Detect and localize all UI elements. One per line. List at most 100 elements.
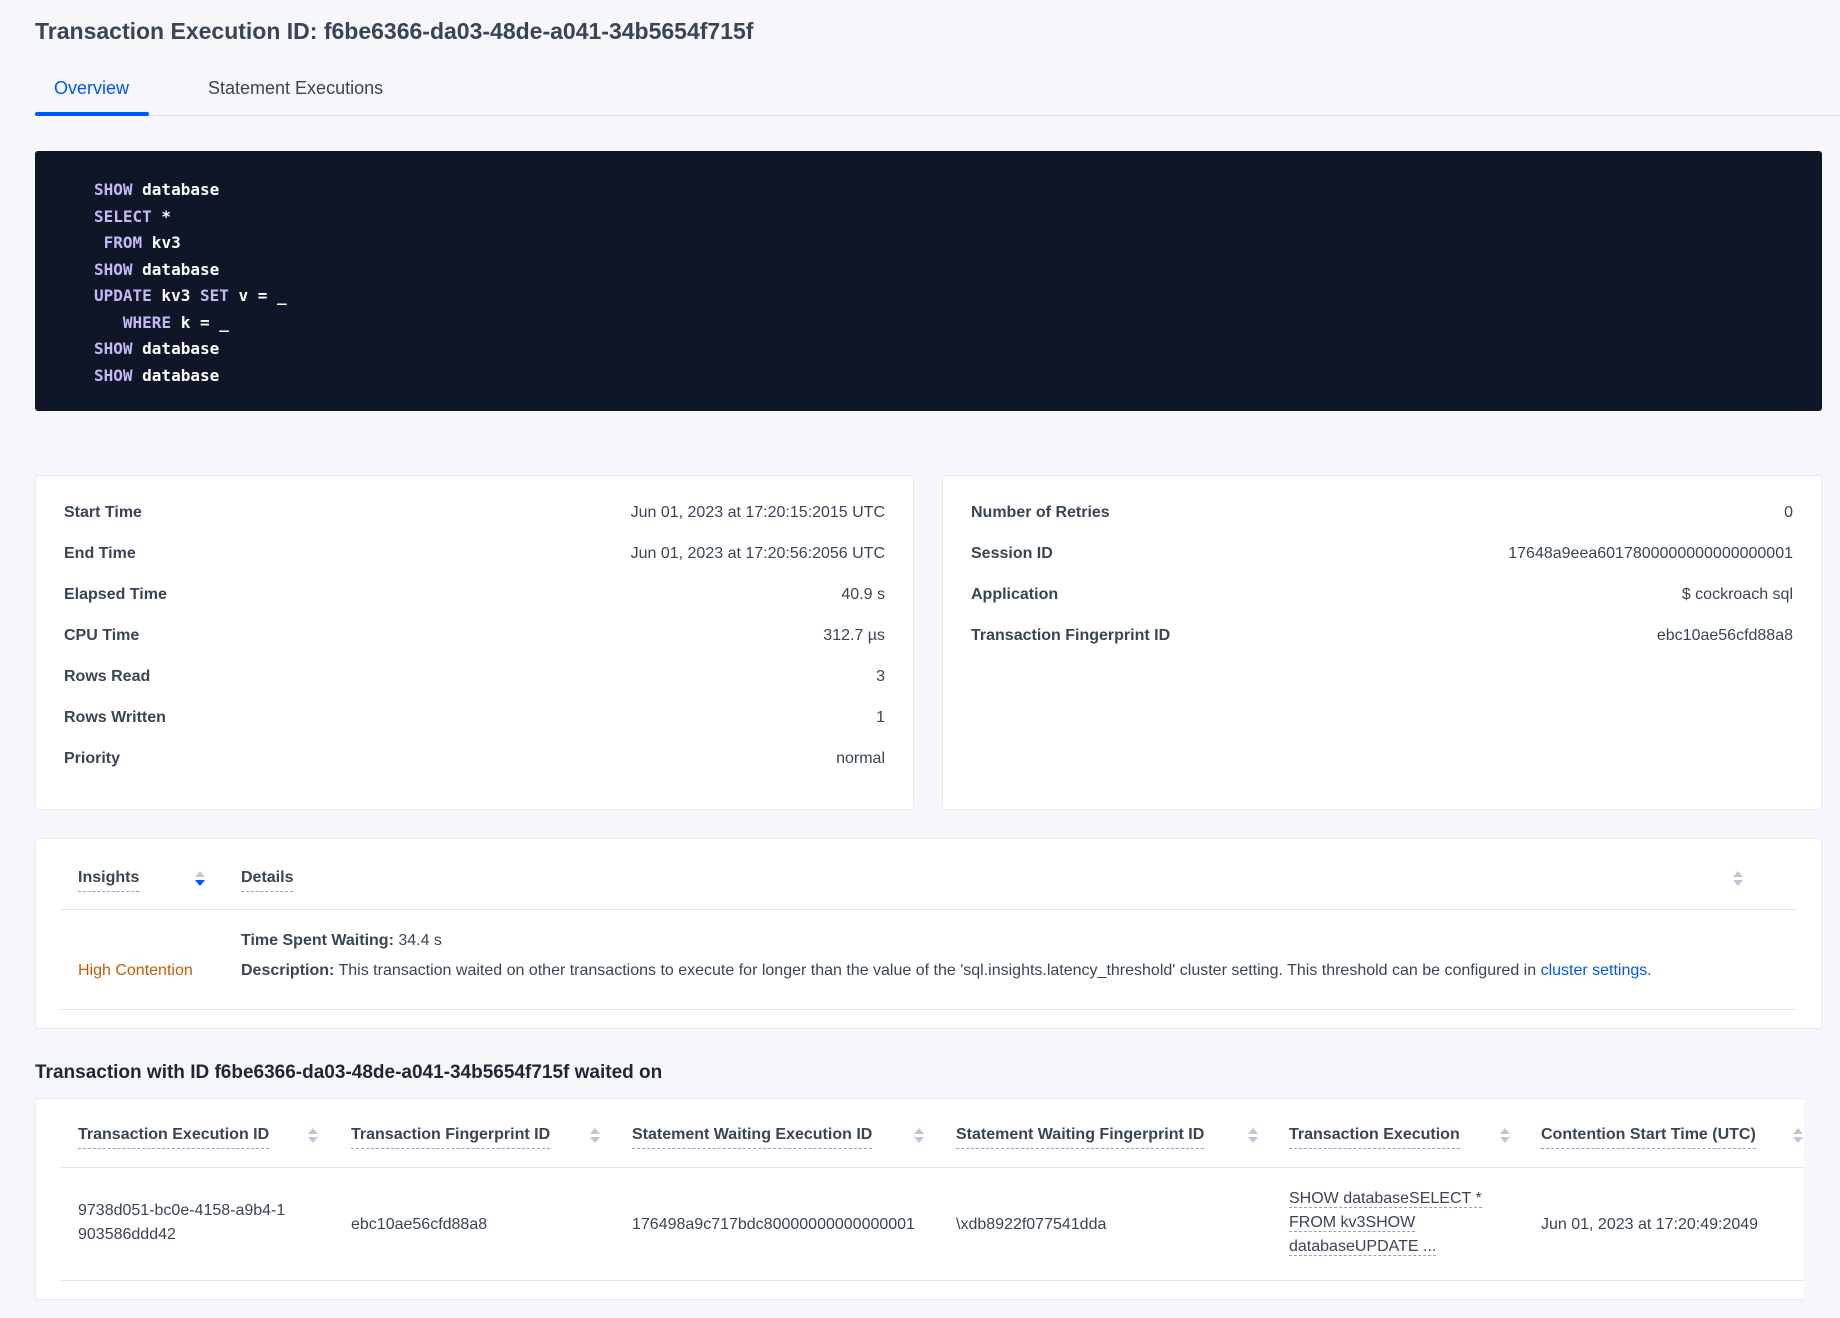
time-value: 34.4 s [393,932,442,949]
sql-keyword: FROM [103,233,143,252]
time-label: Time Spent Waiting: [241,932,394,949]
sort-icon[interactable] [590,1128,600,1144]
table-cell-txn-fp-id: ebc10ae56cfd88a8 [351,1216,488,1233]
sql-keyword: SHOW [94,339,133,358]
sort-icon[interactable] [1500,1128,1510,1144]
sql-text: database [132,339,220,358]
desc-text: This transaction waited on other transac… [334,962,1541,979]
sql-keyword: SHOW [94,180,133,199]
active-tab-indicator [35,112,149,116]
desc-end: . [1647,962,1652,979]
summary-row: Priority normal [64,750,885,774]
sql-code-block: SHOW database SELECT * FROM kv3 SHOW datab… [35,151,1822,411]
summary-value: 40.9 s [841,586,885,603]
txn-execution-line[interactable]: SHOW databaseSELECT * [1289,1187,1482,1211]
sql-line: WHERE k = _ [94,310,1822,337]
tab-overview[interactable]: Overview [54,78,130,98]
tab-statement-executions[interactable]: Statement Executions [208,78,384,98]
table-cell-stmt-fp-id: \xdb8922f077541dda [956,1216,1107,1233]
summary-row: Elapsed Time 40.9 s [64,586,885,610]
divider [60,1280,1804,1281]
summary-label: Rows Read [64,668,151,685]
summary-value: Jun 01, 2023 at 17:20:56:2056 UTC [630,545,885,562]
summary-label: Priority [64,750,121,767]
sql-line: UPDATE kv3 SET v = _ [94,283,1822,310]
sort-icon[interactable] [1248,1128,1258,1144]
time-spent-waiting: Time Spent Waiting: 34.4 s [241,929,442,953]
summary-row: CPU Time 312.7 µs [64,627,885,651]
sql-keyword: SHOW [94,259,133,279]
summary-label: CPU Time [64,627,140,644]
waited-on-table: Transaction Execution ID Transaction Fing… [35,1098,1804,1300]
sql-line: SHOW database [94,363,1822,390]
sql-keyword: WHERE [122,312,172,332]
sql-text [94,313,123,332]
txn-execution-text[interactable]: FROM kv3SHOW [1289,1214,1416,1232]
sort-icon[interactable] [1793,1128,1803,1144]
table-cell-stmt-exec-id: 176498a9c717bdc80000000000000001 [632,1216,915,1233]
summary-value: 1 [876,709,885,726]
sql-text [94,233,104,252]
summary-label: Number of Retries [971,504,1110,521]
summary-row: Rows Written 1 [64,709,885,733]
sql-keyword: SELECT [94,206,152,226]
column-header[interactable]: Transaction Execution [1289,1126,1460,1149]
table-cell-start-time: Jun 01, 2023 at 17:20:49:2049 [1541,1216,1759,1233]
summary-value: normal [836,750,885,767]
insight-type: High Contention [78,962,193,979]
sql-line: SHOW database [94,336,1822,363]
insights-header[interactable]: Insights [78,869,140,892]
insights-table: Insights Details High Contention Time Sp… [35,838,1822,1029]
txn-execution-text[interactable]: databaseUPDATE ... [1289,1238,1437,1256]
column-header[interactable]: Transaction Execution ID [78,1126,270,1149]
sql-keyword: SET [199,286,229,305]
sort-icon[interactable] [1733,871,1743,887]
summary-row: Application $ cockroach sql [971,586,1793,610]
txn-execution-line[interactable]: databaseUPDATE ... [1289,1235,1482,1259]
summary-label: Transaction Fingerprint ID [971,627,1171,644]
sql-text: k = _ [171,312,229,332]
summary-value: 17648a9eea6017800000000000000001 [1508,545,1793,562]
txn-execution-line[interactable]: FROM kv3SHOW [1289,1211,1482,1235]
sql-text: v = _ [228,286,287,305]
summary-row: Number of Retries 0 [971,504,1793,528]
sql-line: FROM kv3 [94,230,1822,257]
waited-on-heading: Transaction with ID f6be6366-da03-48de-a… [35,1062,663,1083]
summary-row: Transaction Fingerprint ID ebc10ae56cfd88… [971,627,1793,651]
summary-label: Elapsed Time [64,586,167,603]
table-cell-txn-execution[interactable]: SHOW databaseSELECT * FROM kv3SHOW databas… [1289,1187,1482,1259]
summary-row: Session ID 17648a9eea60178000000000000000… [971,545,1793,569]
sort-icon[interactable] [308,1128,318,1144]
divider [60,1009,1797,1010]
tab-bar: Overview Statement Executions [35,72,1840,116]
sql-text: database [132,365,220,385]
description: Description: This transaction waited on … [241,959,1652,983]
sql-text: kv3 [151,286,200,305]
cluster-settings-link[interactable]: cluster settings [1540,962,1648,979]
fingerprint-link[interactable]: ebc10ae56cfd88a8 [1656,627,1793,644]
summary-row: Start Time Jun 01, 2023 at 17:20:15:2015 … [64,504,885,528]
column-header[interactable]: Contention Start Time (UTC) [1541,1126,1756,1149]
details-header[interactable]: Details [241,869,294,892]
summary-label: Rows Written [64,709,166,726]
sql-text: database [132,259,220,279]
summary-value: 0 [1784,504,1793,521]
sql-line: SELECT * [94,204,1822,231]
summary-label: End Time [64,545,136,562]
summary-value: 3 [876,668,885,685]
page-title: Transaction Execution ID: f6be6366-da03-… [35,18,754,44]
divider [60,1167,1804,1168]
sort-icon[interactable] [914,1128,924,1144]
txn-execution-text[interactable]: SHOW databaseSELECT * [1289,1190,1482,1208]
sql-line: SHOW database [94,177,1822,204]
column-header[interactable]: Transaction Fingerprint ID [351,1126,551,1149]
sort-icon[interactable] [195,871,205,887]
summary-row: End Time Jun 01, 2023 at 17:20:56:2056 UT… [64,545,885,569]
summary-label: Start Time [64,504,142,521]
sql-text: database [132,180,220,199]
summary-card-left: Start Time Jun 01, 2023 at 17:20:15:2015 … [35,475,914,810]
summary-row: Rows Read 3 [64,668,885,692]
column-header[interactable]: Statement Waiting Execution ID [632,1126,873,1149]
sql-line: SHOW database [94,257,1822,284]
column-header[interactable]: Statement Waiting Fingerprint ID [956,1126,1205,1149]
